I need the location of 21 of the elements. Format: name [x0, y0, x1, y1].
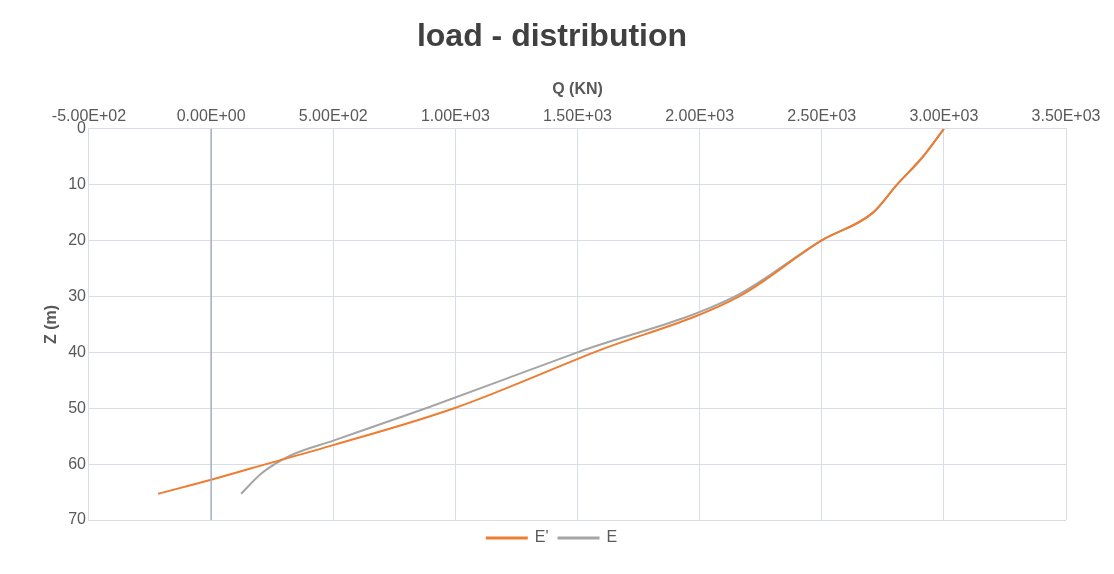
y-tick-label: 60 [68, 454, 87, 472]
x-tick-label: 5.00E+02 [298, 106, 368, 124]
x-tick-label: 2.50E+03 [787, 106, 857, 124]
x-tick-label: 3.50E+03 [1031, 106, 1101, 124]
y-tick-label: 30 [68, 286, 87, 304]
chart-title: load - distribution [416, 17, 688, 54]
y-axis-title: Z (m) [42, 304, 60, 344]
x-axis-title: Q (KN) [552, 80, 603, 98]
y-tick-label: 40 [68, 342, 87, 360]
legend-label: E [606, 528, 618, 546]
legend-label: E' [534, 528, 549, 546]
y-tick-label: 50 [68, 398, 87, 416]
y-tick-label: 20 [68, 230, 87, 248]
x-tick-label: 2.00E+03 [665, 106, 735, 124]
y-tick-label: 10 [68, 175, 87, 193]
y-tick-label: 0 [77, 119, 87, 137]
x-tick-label: 1.00E+03 [420, 106, 490, 124]
x-tick-label: 3.00E+03 [909, 106, 979, 124]
y-tick-label: 70 [68, 510, 87, 528]
x-tick-label: 1.50E+03 [543, 106, 613, 124]
x-tick-label: 0.00E+00 [176, 106, 246, 124]
